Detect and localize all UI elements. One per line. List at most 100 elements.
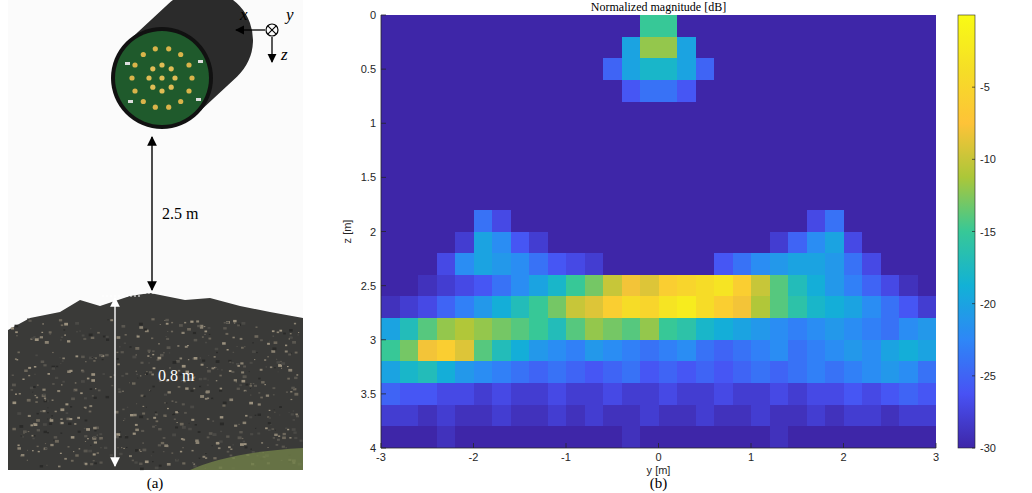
pile-grain bbox=[203, 456, 206, 458]
pile-grain bbox=[166, 338, 169, 340]
pile-grain bbox=[294, 393, 298, 396]
heatmap-cell bbox=[400, 188, 419, 210]
pile-grain bbox=[230, 455, 233, 457]
heatmap-cell bbox=[455, 405, 474, 427]
heatmap-cell bbox=[825, 167, 844, 189]
heatmap-cell bbox=[603, 167, 622, 189]
pile-grain bbox=[229, 399, 233, 402]
heatmap-cell bbox=[548, 167, 567, 189]
x-tick-label: 0 bbox=[655, 451, 661, 463]
pile-grain bbox=[279, 414, 280, 416]
pile-grain bbox=[163, 437, 166, 439]
pile-grain bbox=[242, 438, 244, 439]
pile-grain bbox=[164, 320, 165, 322]
heatmap-cell bbox=[788, 37, 807, 59]
pile-grain bbox=[204, 326, 206, 327]
heatmap-cell bbox=[585, 123, 604, 145]
heatmap-cell bbox=[899, 145, 918, 167]
pile-grain bbox=[207, 367, 208, 369]
y-tick-label: 3.5 bbox=[361, 388, 376, 400]
heatmap-cell bbox=[881, 296, 900, 318]
pile-grain bbox=[294, 437, 297, 439]
heatmap-cell bbox=[437, 37, 456, 59]
heatmap-cell bbox=[492, 232, 511, 254]
heatmap-cell bbox=[918, 123, 937, 145]
heatmap-cell bbox=[659, 37, 678, 59]
pile-grain bbox=[233, 320, 237, 322]
heatmap-cell bbox=[640, 188, 659, 210]
pile-grain bbox=[52, 352, 54, 353]
pile-grain bbox=[167, 331, 168, 333]
heatmap-cell bbox=[918, 296, 937, 318]
heatmap-cell bbox=[585, 188, 604, 210]
pile-grain bbox=[168, 391, 171, 393]
heatmap-cell bbox=[696, 340, 715, 362]
pile-grain bbox=[50, 444, 53, 446]
heatmap-cell bbox=[622, 383, 641, 405]
pile-grain bbox=[213, 433, 217, 436]
heatmap-cell bbox=[566, 275, 585, 297]
pile-grain bbox=[45, 443, 46, 445]
heatmap-cell bbox=[566, 426, 585, 448]
pile-grain bbox=[270, 366, 272, 368]
pile-grain bbox=[54, 436, 58, 438]
pile-grain bbox=[158, 343, 160, 344]
heatmap-cell bbox=[881, 318, 900, 340]
pile-grain bbox=[208, 327, 211, 329]
pile-grain bbox=[132, 460, 134, 462]
transducer bbox=[146, 75, 151, 80]
heatmap-cell bbox=[844, 232, 863, 254]
pile-grain bbox=[60, 433, 62, 434]
pile-grain bbox=[269, 417, 271, 419]
heatmap-cell bbox=[733, 145, 752, 167]
transducer bbox=[169, 85, 174, 90]
pile-grain bbox=[178, 386, 181, 388]
pile-grain bbox=[261, 442, 263, 443]
pile-grain bbox=[277, 332, 279, 334]
pile-grain bbox=[15, 394, 17, 395]
heatmap-cell bbox=[455, 102, 474, 124]
pile-grain bbox=[238, 324, 241, 326]
heatmap-cell bbox=[640, 318, 659, 340]
device-rim bbox=[111, 27, 213, 129]
pile-grain bbox=[89, 405, 92, 407]
pile-grain bbox=[293, 432, 296, 434]
pile-grain bbox=[285, 345, 287, 347]
heatmap-cell bbox=[381, 275, 400, 297]
heatmap-cell bbox=[474, 340, 493, 362]
pile-grain bbox=[34, 373, 35, 375]
pile-grain bbox=[238, 436, 242, 439]
heatmap-cell bbox=[492, 361, 511, 383]
pile-grain bbox=[139, 326, 143, 329]
heatmap-cell bbox=[455, 210, 474, 232]
heatmap-cell bbox=[381, 318, 400, 340]
transducer bbox=[166, 46, 171, 51]
heatmap-cell bbox=[770, 37, 789, 59]
heatmap-cell bbox=[770, 253, 789, 275]
pile-grain bbox=[125, 334, 127, 336]
heatmap-cell bbox=[788, 15, 807, 37]
heatmap-cell bbox=[677, 123, 696, 145]
heatmap-cell bbox=[807, 296, 826, 318]
pile-grain bbox=[180, 423, 184, 426]
heatmap-cell bbox=[640, 253, 659, 275]
pile-grain bbox=[27, 319, 29, 320]
pile-grain bbox=[144, 329, 147, 331]
pile-grain bbox=[152, 451, 154, 452]
transducer bbox=[153, 105, 158, 110]
heatmap-cell bbox=[622, 318, 641, 340]
y-tick bbox=[381, 231, 386, 232]
heatmap-cell bbox=[548, 318, 567, 340]
heatmap-cell bbox=[455, 188, 474, 210]
heatmap-cell bbox=[566, 102, 585, 124]
heatmap-cell bbox=[807, 15, 826, 37]
heatmap-cell bbox=[548, 188, 567, 210]
pile-grain bbox=[227, 451, 230, 453]
pile-grain bbox=[241, 347, 244, 349]
heatmap-cell bbox=[585, 426, 604, 448]
heatmap-cell bbox=[622, 58, 641, 80]
heatmap-cell bbox=[603, 188, 622, 210]
pile-grain bbox=[93, 427, 97, 430]
heatmap-cell bbox=[511, 361, 530, 383]
heatmap-cell bbox=[788, 232, 807, 254]
